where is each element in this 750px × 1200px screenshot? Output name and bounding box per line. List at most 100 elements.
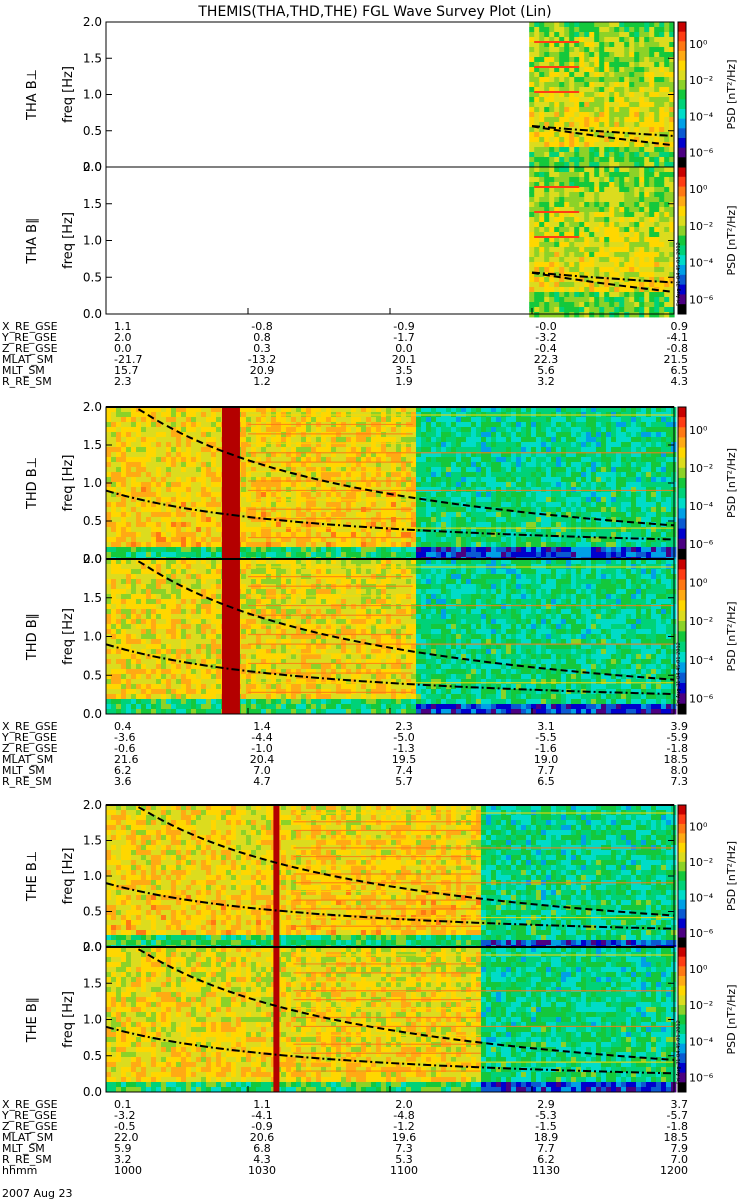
spectrogram-cell — [521, 477, 527, 483]
spectrogram-cell — [396, 512, 402, 518]
spectrogram-cell — [654, 37, 660, 43]
spectrogram-cell — [386, 417, 392, 423]
spectrogram-cell — [206, 522, 212, 528]
spectrogram-cell — [546, 492, 552, 498]
spectrogram-cell — [261, 487, 267, 493]
spectrogram-cell — [131, 472, 137, 478]
spectrogram-cell — [599, 132, 605, 138]
spectrogram-cell — [421, 487, 427, 493]
spectrogram-cell — [246, 512, 252, 518]
fce-curve — [531, 271, 675, 293]
spectrogram-cell — [121, 447, 127, 453]
spectrogram-cell — [161, 442, 167, 448]
spectrogram-cell — [311, 407, 317, 413]
spectrogram-cell — [619, 202, 625, 208]
spectrogram-cell — [534, 77, 540, 83]
spectrogram-cell — [639, 77, 645, 83]
spectrogram-cell — [161, 492, 167, 498]
spectrogram-cell — [426, 512, 432, 518]
spectrogram-cell — [669, 57, 675, 63]
spectrogram-cell — [639, 132, 645, 138]
spectrogram-cell — [574, 27, 580, 33]
spectrogram-cell — [551, 452, 557, 458]
spectrogram-cell — [251, 487, 257, 493]
spectrogram-cell — [461, 472, 467, 478]
spectrogram-cell — [181, 407, 187, 413]
spectrogram-cell — [534, 117, 540, 123]
spectrogram-cell — [644, 172, 650, 178]
spectrogram-cell — [256, 527, 262, 533]
spectrogram-cell — [594, 147, 600, 153]
spectrogram-cell — [436, 552, 442, 558]
spectrogram-cell — [141, 512, 147, 518]
spectrogram-cell — [634, 32, 640, 38]
spectrogram-cell — [421, 442, 427, 448]
spectrogram-cell — [596, 522, 602, 528]
spectrogram-cell — [506, 452, 512, 458]
spectrogram-cell — [441, 447, 447, 453]
spectrogram-cell — [276, 462, 282, 468]
spectrogram-cell — [554, 52, 560, 58]
spectrogram-cell — [381, 457, 387, 463]
spectrogram-cell — [216, 502, 222, 508]
spectrogram-cell — [601, 407, 607, 413]
spectrogram-cell — [181, 512, 187, 518]
spectrogram-cell — [136, 437, 142, 443]
spectrogram-cell — [201, 492, 207, 498]
spectrogram-cell — [546, 522, 552, 528]
spectrogram-cell — [554, 87, 560, 93]
spectrogram-cell — [649, 142, 655, 148]
spectrogram-cell — [644, 257, 650, 263]
spectrogram-cell — [386, 542, 392, 548]
spectrogram-cell — [361, 472, 367, 478]
spectrogram-cell — [171, 547, 177, 553]
spectrogram-cell — [291, 487, 297, 493]
spectrogram-cell — [316, 517, 322, 523]
spectrogram-cell — [576, 462, 582, 468]
spectrogram-cell — [664, 97, 670, 103]
spectrogram-cell — [659, 187, 665, 193]
spectrogram-cell — [436, 407, 442, 413]
spectrogram-cell — [436, 437, 442, 443]
spectrogram-cell — [554, 137, 560, 143]
spectrogram-cell — [599, 282, 605, 288]
spectrogram-cell — [579, 52, 585, 58]
spectrogram-cell — [511, 422, 517, 428]
spectrogram-cell — [136, 502, 142, 508]
spectrogram-cell — [634, 237, 640, 243]
spectrogram-cell — [619, 77, 625, 83]
spectrogram-cell — [559, 72, 565, 78]
spectrogram-cell — [111, 472, 117, 478]
spectrogram-cell — [529, 132, 535, 138]
spectrogram-cell — [549, 282, 555, 288]
spectrogram-cell — [156, 482, 162, 488]
spectrogram-cell — [261, 492, 267, 498]
spectrogram-cell — [654, 152, 660, 158]
spectrogram-cell — [451, 462, 457, 468]
spectrogram-cell — [456, 487, 462, 493]
spectrogram-cell — [396, 407, 402, 413]
spectrogram-cell — [559, 162, 565, 168]
spectrogram-cell — [176, 412, 182, 418]
spectrogram-cell — [126, 512, 132, 518]
spectrogram-cell — [624, 177, 630, 183]
spectrogram-cell — [326, 552, 332, 558]
spectrogram-cell — [554, 112, 560, 118]
spectrogram-cell — [266, 442, 272, 448]
spectrogram-cell — [191, 472, 197, 478]
spectrogram-cell — [501, 467, 507, 473]
spectrogram-cell — [659, 192, 665, 198]
spectrogram-cell — [171, 462, 177, 468]
spectrogram-cell — [316, 492, 322, 498]
spectrogram-cell — [191, 507, 197, 513]
spectrogram-cell — [126, 552, 132, 558]
spectrogram-cell — [539, 52, 545, 58]
spectrogram-cell — [604, 202, 610, 208]
spectrogram-cell — [141, 517, 147, 523]
spectrogram-cell — [534, 142, 540, 148]
spectrogram-cell — [166, 437, 172, 443]
spectrogram-cell — [146, 522, 152, 528]
spectrogram-cell — [659, 27, 665, 33]
spectrogram-cell — [629, 227, 635, 233]
spectrogram-cell — [276, 477, 282, 483]
